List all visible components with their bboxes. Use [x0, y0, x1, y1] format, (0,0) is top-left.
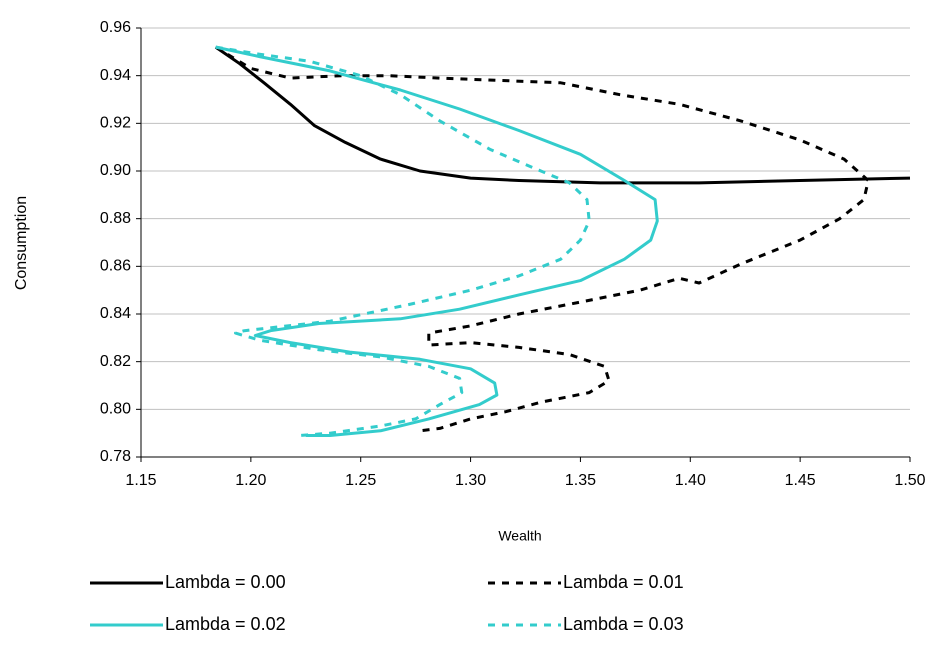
y-axis-label: Consumption — [13, 196, 30, 290]
x-tick-label: 1.40 — [675, 472, 706, 489]
y-tick-label: 0.92 — [100, 115, 131, 132]
x-tick-label: 1.15 — [125, 472, 156, 489]
x-tick-label: 1.50 — [894, 472, 925, 489]
legend-label: Lambda = 0.01 — [563, 572, 684, 592]
legend-label: Lambda = 0.03 — [563, 614, 684, 634]
y-tick-label: 0.88 — [100, 210, 131, 227]
y-tick-label: 0.82 — [100, 353, 131, 370]
y-tick-label: 0.84 — [100, 305, 131, 322]
x-tick-label: 1.35 — [565, 472, 596, 489]
legend-label: Lambda = 0.02 — [165, 614, 286, 634]
y-tick-label: 0.80 — [100, 401, 131, 418]
series-line — [215, 45, 591, 437]
y-tick-label: 0.96 — [100, 19, 131, 36]
x-tick-label: 1.20 — [235, 472, 266, 489]
y-tick-label: 0.90 — [100, 162, 131, 179]
series-line — [214, 45, 870, 433]
y-tick-label: 0.86 — [100, 258, 131, 275]
x-tick-label: 1.30 — [455, 472, 486, 489]
y-tick-label: 0.94 — [100, 67, 131, 84]
x-axis-label: Wealth — [498, 528, 541, 544]
y-tick-label: 0.78 — [100, 448, 131, 465]
x-tick-label: 1.45 — [785, 472, 816, 489]
x-tick-label: 1.25 — [345, 472, 376, 489]
series-line — [215, 45, 659, 437]
series-line — [214, 45, 911, 185]
legend-label: Lambda = 0.00 — [165, 572, 286, 592]
